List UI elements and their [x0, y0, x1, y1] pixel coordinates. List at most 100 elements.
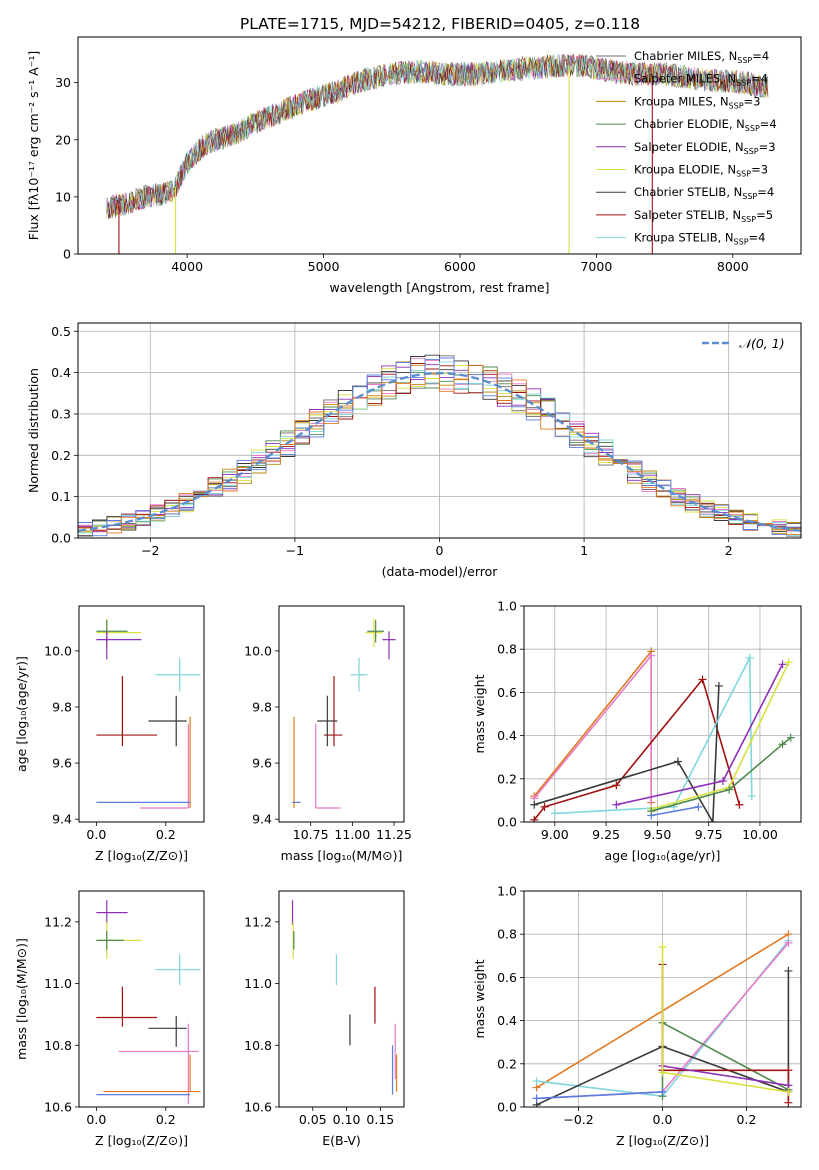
y-tick-label: 20 — [55, 132, 71, 147]
y-tick-label: 0.4 — [497, 728, 517, 743]
x-tick-label: 9.00 — [541, 827, 569, 842]
y-axis-label: mass weight — [472, 674, 487, 753]
weight-series — [536, 970, 790, 1106]
weight-marker — [747, 792, 756, 801]
weight-marker — [694, 802, 703, 811]
y-tick-label: 11.2 — [44, 914, 72, 929]
x-tick-label: 0.2 — [156, 827, 176, 842]
weight-marker — [647, 651, 656, 660]
weight-marker — [530, 815, 539, 822]
y-tick-label: 0.4 — [497, 1013, 517, 1028]
histogram-series — [78, 364, 801, 536]
x-axis-label: mass [log₁₀(M/M⊙)] — [281, 848, 403, 863]
x-tick-label: 9.25 — [592, 827, 620, 842]
y-tick-label: 0.3 — [51, 406, 71, 421]
x-tick-label: 0.2 — [736, 1112, 756, 1127]
weight-marker — [708, 818, 717, 822]
weight-marker — [550, 809, 559, 818]
y-axis-label: Flux [fλ10⁻¹⁷ erg cm⁻² s⁻¹ A⁻¹] — [26, 51, 41, 240]
x-tick-label: 5000 — [308, 259, 340, 274]
x-axis-label: Z [log₁₀(Z/Z⊙)] — [95, 848, 188, 863]
y-tick-label: 11.0 — [244, 976, 272, 991]
weight-marker — [784, 658, 793, 667]
weight-marker — [532, 1077, 541, 1086]
gaussian-curve — [78, 371, 801, 532]
weight-marker — [745, 653, 754, 662]
age_vs_mass-axes — [278, 605, 405, 823]
legend-label: 𝒩(0, 1) — [739, 336, 785, 351]
weight-marker — [784, 966, 793, 975]
weight-marker — [784, 1098, 793, 1107]
y-tick-label: 9.4 — [52, 812, 72, 827]
x-tick-label: 10.75 — [293, 827, 329, 842]
x-tick-label: 0.0 — [653, 1112, 673, 1127]
x-tick-label: 4000 — [171, 259, 203, 274]
y-tick-label: 9.6 — [252, 756, 272, 771]
mass_vs_z-points — [96, 900, 201, 1104]
y-tick-label: 10.0 — [44, 643, 72, 658]
x-tick-label: 10.00 — [742, 827, 778, 842]
mass_vs_ebv-points — [291, 900, 398, 1095]
y-tick-label: 9.8 — [252, 699, 272, 714]
y-tick-label: 9.8 — [52, 699, 72, 714]
weight_vs_age-axes — [523, 605, 802, 823]
weight-series — [536, 1091, 663, 1100]
weight-marker — [612, 800, 621, 809]
x-axis-label: age [log₁₀(age/yr)] — [605, 848, 721, 863]
weight-marker — [658, 1068, 667, 1077]
y-tick-label: 9.6 — [52, 756, 72, 771]
x-tick-label: 6000 — [444, 259, 476, 274]
x-tick-label: −2 — [141, 543, 159, 558]
y-axis-label: Normed distribution — [26, 368, 41, 493]
y-tick-label: 0.2 — [497, 1056, 517, 1071]
legend-label: Chabrier STELIB, NSSP=4 — [634, 185, 774, 201]
y-tick-label: 11.0 — [44, 976, 72, 991]
legend-label: Salpeter ELODIE, NSSP=3 — [634, 140, 776, 156]
weight_vs_z-axes — [523, 890, 802, 1108]
spectrum-axes — [77, 36, 802, 255]
residual-axes — [77, 322, 802, 539]
weight-marker — [778, 660, 787, 669]
spectrum-lines — [106, 52, 769, 254]
y-axis-label: mass [log₁₀(M/M⊙)] — [14, 938, 29, 1060]
y-tick-label: 10.8 — [244, 1038, 272, 1053]
weight-marker — [698, 675, 707, 684]
x-tick-label: 0.05 — [299, 1112, 327, 1127]
weight-series — [651, 806, 699, 817]
age_vs_z-axes — [78, 605, 205, 823]
x-tick-label: 0.10 — [333, 1112, 361, 1127]
age_vs_mass-points — [292, 618, 396, 809]
weight-marker — [673, 757, 682, 766]
x-tick-label: 11.00 — [334, 827, 370, 842]
weight-marker — [778, 740, 787, 749]
y-tick-label: 0.4 — [51, 365, 71, 380]
histogram-steps — [78, 354, 801, 537]
age_vs_z-points — [96, 618, 201, 809]
y-tick-label: 1.0 — [497, 884, 517, 899]
legend-label: Salpeter MILES, NSSP=4 — [634, 72, 768, 88]
y-tick-label: 11.2 — [244, 914, 272, 929]
weight-marker — [714, 681, 723, 690]
weight-series — [662, 1065, 789, 1087]
weight-marker — [784, 1066, 793, 1075]
legend-label: Kroupa MILES, NSSP=3 — [634, 94, 760, 110]
weight-marker — [786, 733, 795, 742]
mass_vs_ebv-axes — [278, 890, 405, 1108]
x-axis-label: Z [log₁₀(Z/Z⊙)] — [616, 1133, 709, 1148]
mass_vs_z-axes — [78, 890, 205, 1108]
x-tick-label: 0.0 — [86, 1112, 106, 1127]
x-tick-label: 0.15 — [366, 1112, 394, 1127]
legend-label: Kroupa ELODIE, NSSP=3 — [634, 163, 768, 179]
weight-series — [616, 663, 784, 806]
weight-marker — [658, 943, 667, 952]
legend-label: Chabrier MILES, NSSP=4 — [634, 49, 769, 65]
x-tick-label: 0 — [436, 543, 444, 558]
weight-marker — [725, 785, 734, 794]
weight-marker — [612, 781, 621, 790]
weight-marker — [532, 1094, 541, 1103]
spectrum-series — [106, 54, 769, 219]
y-tick-label: 0.0 — [497, 815, 517, 830]
weight-marker — [719, 776, 728, 785]
